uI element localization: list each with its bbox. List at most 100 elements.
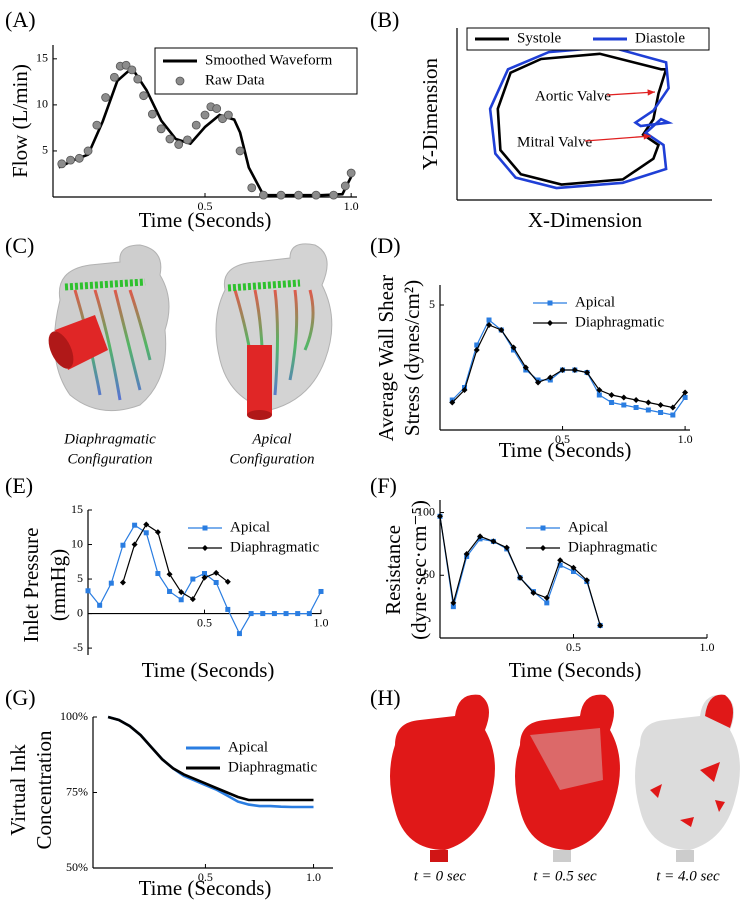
y-axis-label: Flow (L/min) <box>8 64 32 178</box>
image-caption: t = 4.0 sec <box>656 868 720 884</box>
data-point <box>247 183 257 193</box>
x-tick-label: 0.5 <box>555 432 570 446</box>
data-point <box>92 120 102 130</box>
series-line <box>451 319 686 416</box>
series-line <box>58 66 353 197</box>
data-point <box>544 600 550 606</box>
data-point <box>346 168 356 178</box>
legend-label: Diaphragmatic <box>228 759 317 775</box>
y-axis-label: (dyne·sec·cm⁻⁵) <box>407 500 431 640</box>
y-tick-label: 15 <box>36 51 48 65</box>
data-point <box>570 564 577 571</box>
data-point <box>463 550 470 557</box>
data-point <box>121 60 131 70</box>
data-point <box>658 410 664 415</box>
data-point <box>682 395 688 400</box>
data-point <box>645 407 651 413</box>
series-line <box>488 45 674 190</box>
y-axis-label: Stress (dynes/cm²) <box>400 280 424 436</box>
annotation-arrow <box>606 91 656 96</box>
annotation: Aortic Valve <box>535 88 611 104</box>
data-point <box>154 529 161 536</box>
x-axis-label: Time (Seconds) <box>509 658 642 682</box>
data-point <box>183 135 192 145</box>
data-point <box>608 392 615 398</box>
panel-label: (F) <box>370 473 397 498</box>
data-point <box>340 181 350 191</box>
legend-frame <box>466 27 710 51</box>
data-point <box>633 397 640 403</box>
legend-label: Systole <box>517 30 562 46</box>
data-point <box>248 611 254 617</box>
data-point <box>120 542 126 548</box>
legend-label: Apical <box>228 739 268 755</box>
y-tick-label: 75% <box>66 784 88 798</box>
x-axis-label: Time (Seconds) <box>139 876 272 900</box>
data-point <box>236 631 242 637</box>
legend-marker <box>175 76 185 86</box>
data-point <box>571 367 578 373</box>
data-point <box>190 576 196 582</box>
data-point <box>559 367 566 373</box>
data-point <box>200 110 210 120</box>
data-point <box>669 404 676 411</box>
data-point <box>133 74 143 84</box>
data-point <box>132 522 138 528</box>
data-point <box>450 599 457 606</box>
data-point <box>101 93 111 102</box>
data-point <box>131 541 138 548</box>
panel-h: (H) t = 0 sec t = 0.5 sec t = 4.0 sec <box>370 685 740 884</box>
annotation-arrowhead <box>643 133 651 140</box>
panel-label: (A) <box>5 7 36 32</box>
data-point <box>535 379 542 386</box>
image-caption: t = 0 sec <box>414 868 467 884</box>
data-point <box>450 604 456 610</box>
y-axis-label: Y-Dimension <box>418 58 442 170</box>
data-point <box>437 513 443 520</box>
data-point <box>260 611 266 617</box>
y-axis-label: Average Wall Shear <box>374 275 398 442</box>
legend-label: Apical <box>568 519 608 535</box>
x-axis-label: Time (Seconds) <box>139 208 272 232</box>
data-point <box>156 124 166 134</box>
data-point <box>473 347 480 353</box>
y-tick-label: 100% <box>60 709 88 723</box>
data-point <box>155 571 161 577</box>
data-point <box>490 538 497 545</box>
data-point <box>486 322 493 328</box>
x-tick-label: 0.5 <box>197 615 212 629</box>
legend-label: Diastole <box>635 30 685 46</box>
image-caption: Apical <box>251 431 291 447</box>
data-point <box>306 611 312 617</box>
x-tick-label: 1.0 <box>306 870 321 884</box>
chart-panel: (E) Time (Seconds) Inlet Pressure (mmHg) -5 0… <box>5 473 329 682</box>
data-point <box>633 405 639 410</box>
data-point <box>670 412 676 418</box>
data-point <box>474 342 480 348</box>
panel-c: (C) Diaphragmatic Configuration Apical C… <box>5 233 333 467</box>
data-point <box>571 569 576 575</box>
y-tick-label: 10 <box>71 536 83 550</box>
image-caption: Configuration <box>67 451 152 467</box>
data-point <box>557 562 563 568</box>
data-point <box>108 580 114 586</box>
y-tick-label: -5 <box>73 640 83 654</box>
legend-marker <box>540 525 546 531</box>
legend-marker <box>202 545 208 551</box>
data-point <box>510 344 517 351</box>
image-caption: t = 0.5 sec <box>533 868 597 884</box>
data-point <box>178 589 185 596</box>
data-point <box>147 109 157 119</box>
data-point <box>311 190 321 200</box>
data-point <box>66 155 75 165</box>
data-point <box>85 588 91 594</box>
x-axis-label: X-Dimension <box>528 208 643 232</box>
x-axis-label: Time (Seconds) <box>142 658 275 682</box>
data-point <box>259 190 268 200</box>
data-point <box>318 588 324 594</box>
y-axis-label: Resistance <box>381 525 405 615</box>
data-point <box>620 394 627 401</box>
data-point <box>224 578 231 585</box>
data-point <box>543 594 550 601</box>
